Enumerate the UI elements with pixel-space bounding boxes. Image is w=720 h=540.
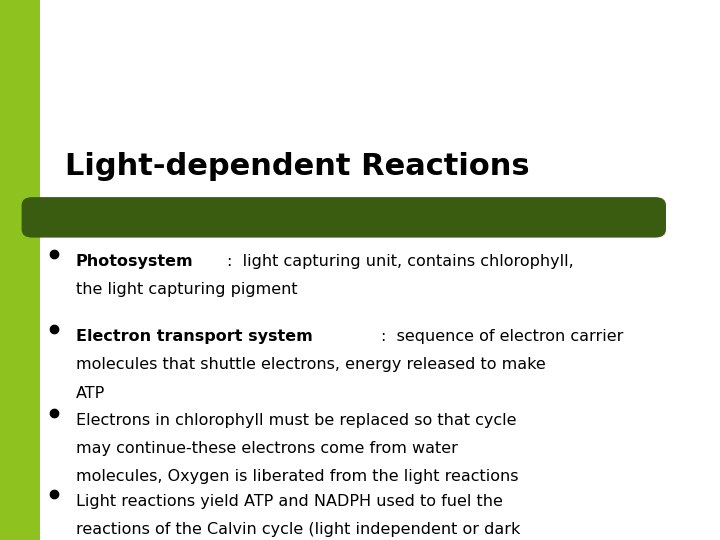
Text: molecules, Oxygen is liberated from the light reactions: molecules, Oxygen is liberated from the … — [76, 469, 518, 484]
Text: may continue-these electrons come from water: may continue-these electrons come from w… — [76, 441, 457, 456]
Text: Electron transport system: Electron transport system — [76, 329, 312, 345]
Text: Light-dependent Reactions: Light-dependent Reactions — [65, 152, 529, 181]
Text: reactions of the Calvin cycle (light independent or dark: reactions of the Calvin cycle (light ind… — [76, 522, 520, 537]
FancyBboxPatch shape — [22, 197, 666, 238]
Text: the light capturing pigment: the light capturing pigment — [76, 282, 297, 297]
FancyBboxPatch shape — [18, 0, 720, 232]
Text: Electrons in chlorophyll must be replaced so that cycle: Electrons in chlorophyll must be replace… — [76, 413, 516, 428]
Text: :  sequence of electron carrier: : sequence of electron carrier — [381, 329, 624, 345]
Text: :  light capturing unit, contains chlorophyll,: : light capturing unit, contains chlorop… — [228, 254, 574, 269]
Bar — [0, 0, 40, 540]
Text: Light reactions yield ATP and NADPH used to fuel the: Light reactions yield ATP and NADPH used… — [76, 494, 503, 509]
Text: Photosystem: Photosystem — [76, 254, 193, 269]
Bar — [0, 0, 126, 205]
Text: molecules that shuttle electrons, energy released to make: molecules that shuttle electrons, energy… — [76, 357, 545, 373]
Text: ATP: ATP — [76, 386, 105, 401]
